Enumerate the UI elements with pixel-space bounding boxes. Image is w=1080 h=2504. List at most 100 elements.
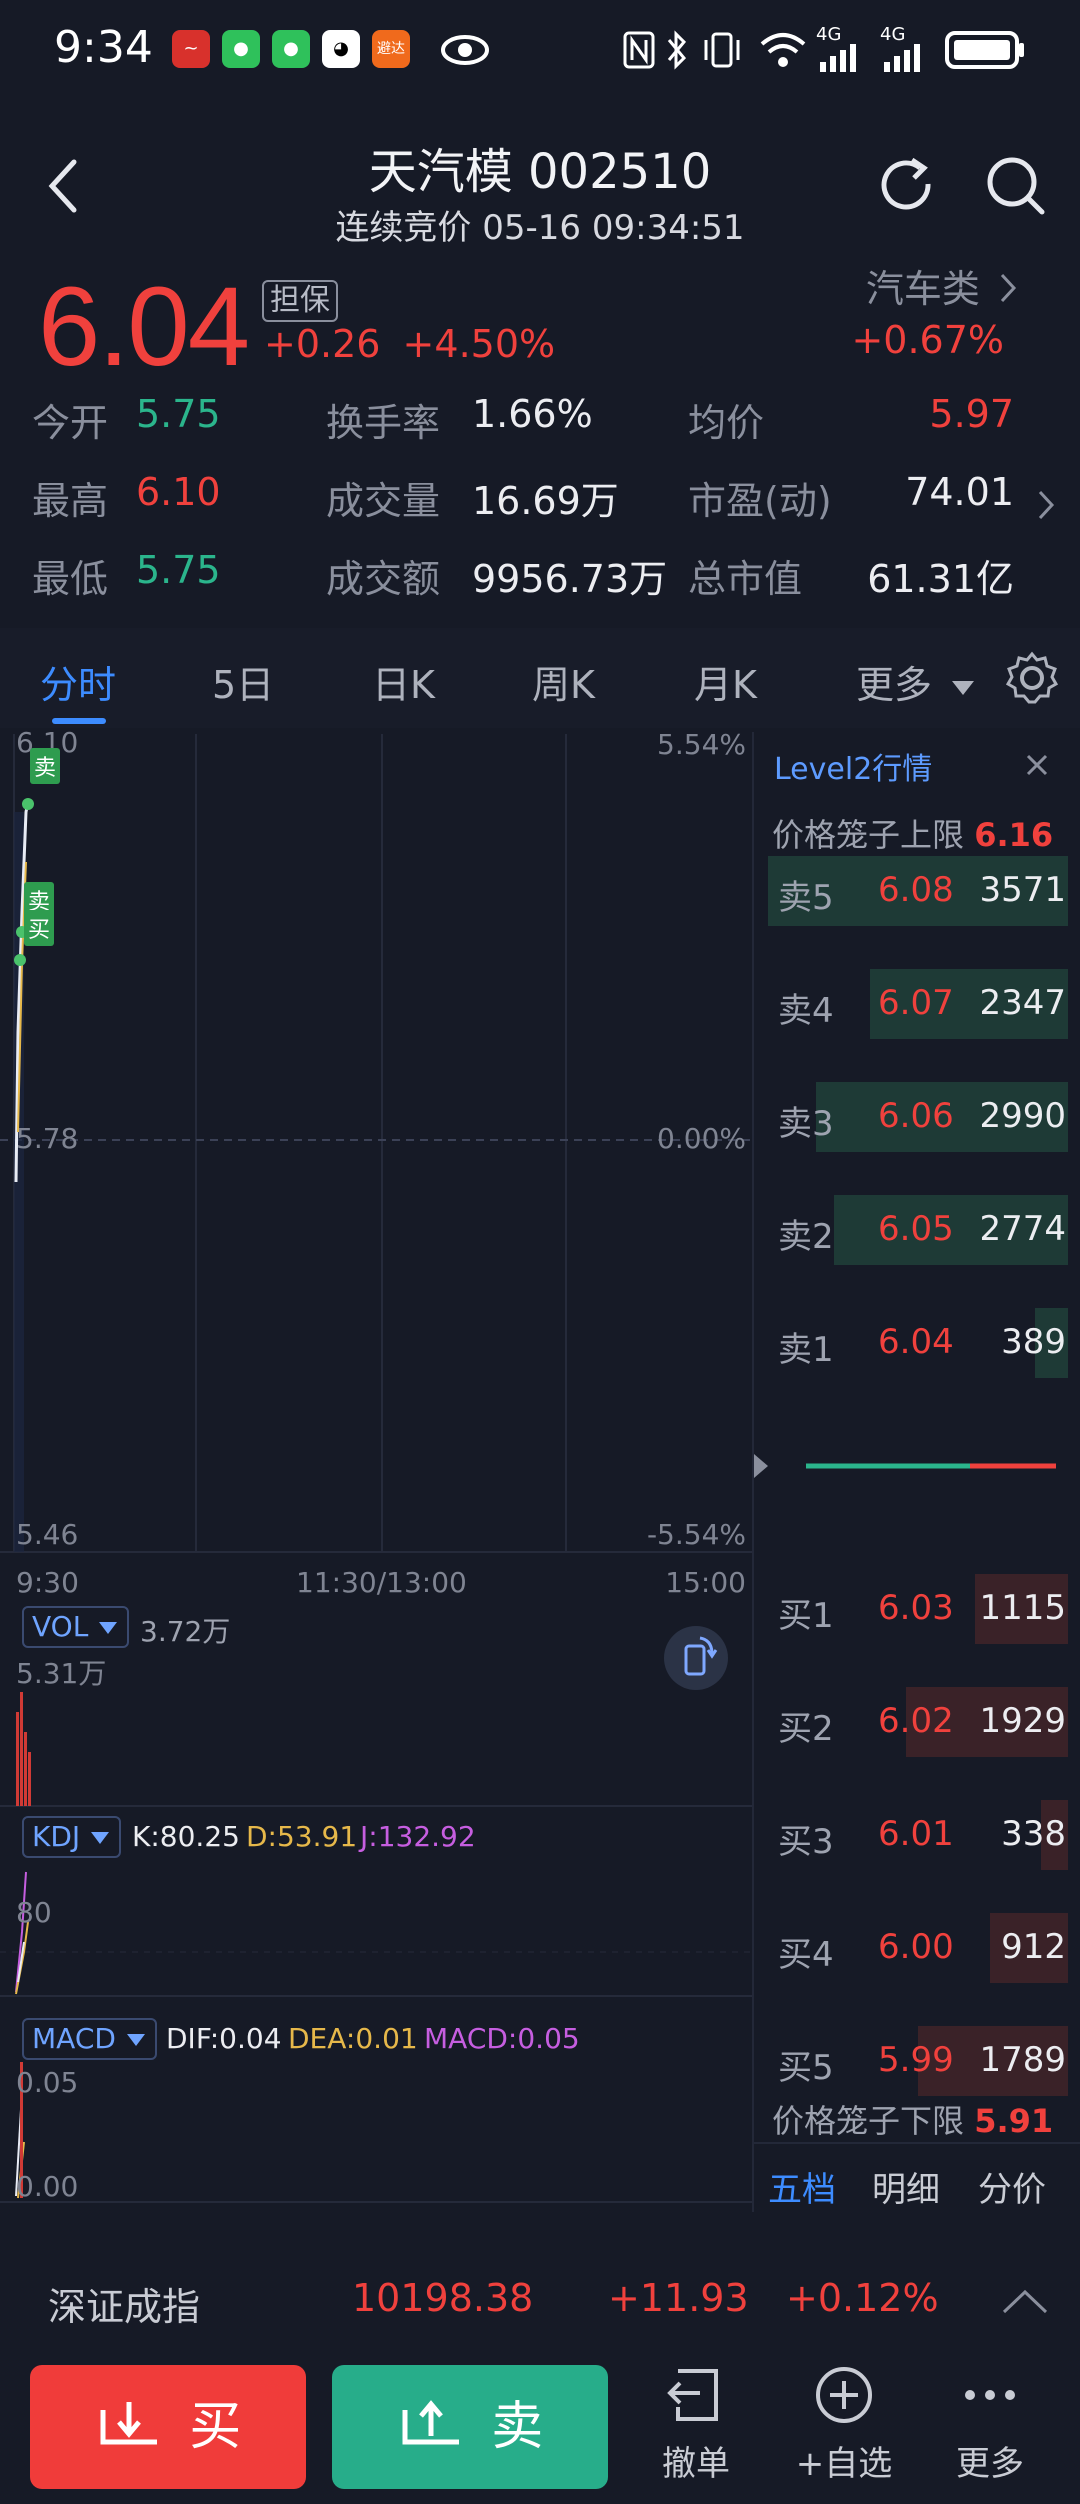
ask-level-row[interactable]: 卖5 6.08 3571 [768, 856, 1068, 926]
chevron-right-icon[interactable] [1034, 488, 1058, 522]
tab-price-distribution[interactable]: 分价 [978, 2170, 1046, 2210]
stats-row[interactable]: 最高 6.10 成交量 16.69万 市盈(动) 74.01 [0, 470, 1080, 540]
more-label: 更多 [956, 2444, 1024, 2484]
ask-volume-bar [870, 969, 1068, 1039]
tab-more[interactable]: 更多 [856, 654, 976, 709]
macd-dea-value: DEA:0.01 [288, 2022, 418, 2055]
rotate-screen-icon [684, 1636, 718, 1676]
bid-level-row[interactable]: 买2 6.02 1929 [768, 1687, 1068, 1757]
stat-label: 总市值 [688, 557, 803, 601]
trading-status: 连续竞价 05-16 09:34:51 [335, 208, 745, 248]
tab-intraday[interactable]: 分时 [40, 663, 117, 707]
level2-title: Level2行情 [774, 752, 933, 787]
signal-icon [884, 44, 920, 72]
gear-icon[interactable] [1004, 650, 1060, 706]
sector-name: 汽车类 [865, 267, 980, 311]
ask-volume-bar [816, 1082, 1068, 1152]
kdj-d-value: D:53.91 [246, 1820, 358, 1853]
bid-level-label: 买5 [778, 2048, 834, 2088]
trade-marker-sell[interactable]: 卖 [30, 748, 61, 784]
ask-level-row[interactable]: 卖1 6.04 389 [768, 1308, 1068, 1378]
signal-icon [820, 44, 856, 72]
index-ticker-bar[interactable]: 深证成指 10198.38 +11.93 +0.12% [0, 2250, 1080, 2350]
add-watchlist-label: +自选 [795, 2444, 893, 2484]
wifi-icon [760, 33, 806, 67]
vol-axis-max: 5.31万 [16, 1657, 107, 1690]
ask-level-volume: 3571 [979, 870, 1066, 910]
stat-value: 6.10 [136, 470, 221, 514]
ask-volume-bar [1035, 1308, 1068, 1378]
refresh-icon[interactable] [876, 154, 938, 216]
cancel-order-label: 撤单 [662, 2444, 730, 2484]
kdj-indicator-selector[interactable]: KDJ [22, 1816, 122, 1858]
sell-button[interactable]: 卖 [332, 2365, 608, 2489]
tab-five-levels[interactable]: 五档 [768, 2170, 836, 2210]
stats-row: 今开 5.75 换手率 1.66% 均价 5.97 [0, 392, 1080, 462]
bid-level-price: 6.00 [878, 1927, 954, 1967]
pct-axis-low: -5.54% [646, 1518, 746, 1551]
chevron-up-icon[interactable] [1000, 2286, 1050, 2316]
trade-marker-buy[interactable]: 买 [24, 910, 55, 946]
ask-level-price: 6.07 [878, 983, 954, 1023]
bid-level-label: 买2 [778, 1709, 834, 1749]
ask-level-price: 6.08 [878, 870, 954, 910]
stat-label: 均价 [688, 401, 765, 445]
bid-level-row[interactable]: 买4 6.00 912 [768, 1913, 1068, 1983]
tab-weekly-k[interactable]: 周K [532, 663, 595, 707]
buy-label: 买 [189, 2397, 242, 2457]
stat-label: 今开 [32, 401, 109, 445]
kdj-axis-80: 80 [16, 1896, 52, 1929]
stat-label: 成交量 [326, 479, 441, 523]
dropdown-triangle-icon [99, 1622, 118, 1634]
macd-dif-value: DIF:0.04 [166, 2022, 282, 2055]
dropdown-triangle-icon [952, 681, 975, 695]
stat-label: 市盈(动) [688, 479, 832, 523]
time-axis-start: 9:30 [16, 1566, 79, 1599]
bid-level-row[interactable]: 买1 6.03 1115 [768, 1574, 1068, 1644]
price-axis-mid: 5.78 [16, 1122, 79, 1155]
nfc-icon [623, 31, 655, 69]
bid-level-price: 5.99 [878, 2040, 954, 2080]
chart-canvas [0, 734, 752, 2203]
stat-label: 成交额 [326, 557, 441, 601]
search-icon[interactable] [984, 154, 1048, 218]
bid-level-row[interactable]: 买3 6.01 338 [768, 1800, 1068, 1870]
cancel-order-button[interactable]: 撤单 [636, 2363, 756, 2485]
stat-label: 换手率 [326, 401, 441, 445]
tab-monthly-k[interactable]: 月K [694, 663, 757, 707]
bid-volume-bar [990, 1913, 1068, 1983]
add-watchlist-button[interactable]: +自选 [784, 2363, 904, 2485]
sector-link[interactable]: 汽车类 [866, 258, 1020, 313]
status-bar: 9:34 ~ ● ● ◕ 避达 4G 4G [0, 0, 1080, 100]
buy-button[interactable]: 买 [30, 2365, 306, 2489]
bid-level-label: 买1 [778, 1596, 834, 1636]
wechat-icon: ● [272, 30, 310, 68]
bid-volume-bar [906, 1687, 1068, 1757]
back-arrow-icon[interactable] [44, 156, 84, 216]
vol-indicator-selector[interactable]: VOL [22, 1606, 130, 1648]
rotate-screen-button[interactable] [664, 1626, 728, 1690]
ask-level-row[interactable]: 卖2 6.05 2774 [768, 1195, 1068, 1265]
ask-level-label: 卖1 [778, 1330, 834, 1370]
tab-5day[interactable]: 5日 [212, 663, 275, 707]
more-button[interactable]: 更多 [930, 2363, 1050, 2485]
close-icon[interactable] [1022, 750, 1052, 780]
margin-badge: 担保 [262, 280, 338, 322]
stat-value: 61.31亿 [867, 557, 1014, 601]
dropdown-triangle-icon [91, 1832, 110, 1844]
ask-level-row[interactable]: 卖3 6.06 2990 [768, 1082, 1068, 1152]
macd-axis-bottom: 0.00 [16, 2170, 79, 2203]
dropdown-triangle-icon [126, 2034, 145, 2046]
tab-daily-k[interactable]: 日K [372, 663, 435, 707]
eye-icon [441, 35, 489, 65]
ask-level-row[interactable]: 卖4 6.07 2347 [768, 969, 1068, 1039]
macd-indicator-selector[interactable]: MACD [22, 2018, 157, 2060]
ask-level-price: 6.06 [878, 1096, 954, 1136]
bid-level-volume: 912 [1001, 1927, 1066, 1967]
bid-level-row[interactable]: 买5 5.99 1789 [768, 2026, 1068, 2096]
intraday-chart[interactable]: 6.10 5.54% 5.78 0.00% 5.46 -5.54% 9:30 1… [0, 726, 752, 2212]
index-value: 10198.38 [352, 2276, 534, 2320]
tab-details[interactable]: 明细 [872, 2170, 940, 2210]
stats-row: 最低 5.75 成交额 9956.73万 总市值 61.31亿 [0, 548, 1080, 618]
price-change-value: +0.26 [264, 322, 381, 366]
